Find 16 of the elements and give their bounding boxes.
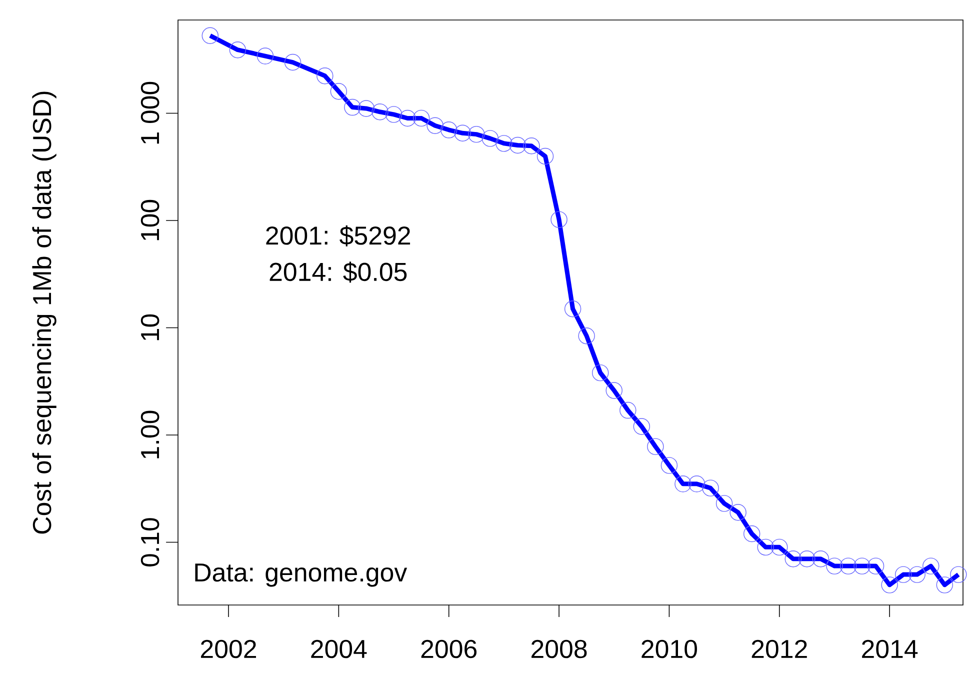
y-axis-title: Cost of sequencing 1Mb of data (USD) [32,92,56,534]
x-tick-label: 2006 [421,640,477,658]
annotation: Data: genome.gov [195,564,408,587]
y-tick-label: 10 [140,314,160,340]
y-tick-label: 0.10 [140,518,160,566]
x-tick-label: 2004 [311,640,367,658]
x-tick-label: 2012 [752,640,807,658]
y-tick-label: 100 [140,200,160,240]
annotation: 2001: $5292 [266,225,410,246]
x-tick-label: 2008 [532,640,587,658]
x-tick-label: 2014 [862,640,918,658]
y-tick-label: 1 000 [140,82,160,144]
x-tick-label: 2002 [200,640,256,658]
x-tick-label: 2010 [642,640,697,658]
y-tick-label: 1.00 [140,410,160,458]
annotation: 2014: $0.05 [270,262,407,283]
